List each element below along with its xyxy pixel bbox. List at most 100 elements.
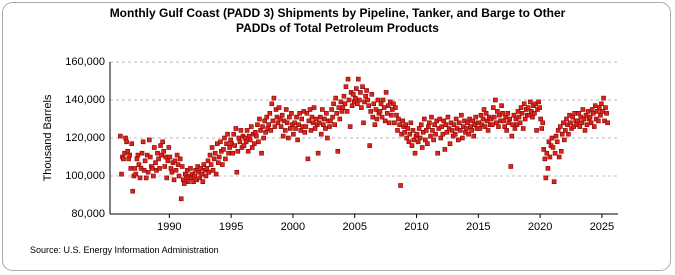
- data-point: [233, 126, 239, 131]
- data-point: [303, 124, 309, 129]
- data-point: [236, 135, 242, 141]
- data-point: [464, 126, 469, 131]
- data-point: [577, 124, 583, 129]
- data-point: [242, 135, 248, 141]
- data-point: [241, 143, 247, 148]
- data-point: [411, 137, 417, 143]
- data-point: [127, 152, 132, 158]
- data-point: [147, 137, 152, 143]
- data-point: [553, 133, 559, 139]
- data-point: [330, 114, 335, 120]
- data-point: [209, 145, 215, 150]
- data-point: [429, 114, 434, 120]
- data-point: [465, 120, 470, 126]
- data-point: [222, 135, 227, 141]
- data-point: [322, 116, 327, 122]
- data-point: [247, 137, 253, 143]
- data-point: [456, 120, 462, 126]
- data-point: [466, 131, 471, 137]
- data-point: [365, 97, 370, 103]
- data-point: [469, 128, 474, 133]
- data-point: [410, 128, 416, 133]
- data-point: [437, 116, 443, 122]
- data-point: [166, 145, 172, 150]
- data-point: [504, 128, 509, 133]
- data-point: [538, 116, 543, 122]
- data-point: [275, 120, 281, 126]
- data-point: [206, 169, 212, 175]
- x-tick-label: 2010: [404, 221, 428, 233]
- data-point: [262, 118, 267, 124]
- frame-border: [2, 2, 671, 271]
- data-point: [539, 126, 545, 131]
- data-point: [295, 137, 300, 143]
- data-point: [383, 90, 389, 95]
- data-point: [561, 120, 566, 126]
- data-point: [584, 122, 590, 127]
- data-point: [272, 124, 278, 129]
- data-point: [478, 112, 484, 118]
- data-point: [356, 76, 361, 82]
- data-point: [494, 120, 499, 126]
- data-point: [358, 90, 363, 95]
- data-point: [425, 141, 430, 146]
- data-point: [373, 107, 379, 112]
- data-point: [389, 112, 394, 118]
- data-point: [558, 149, 564, 154]
- data-point: [140, 139, 146, 145]
- data-point: [173, 168, 179, 173]
- data-point: [175, 162, 181, 167]
- data-point: [447, 141, 453, 146]
- data-point: [143, 175, 149, 181]
- data-point: [121, 156, 126, 162]
- data-point: [375, 97, 381, 103]
- data-point: [564, 116, 569, 122]
- x-tick-label: 2000: [281, 221, 305, 233]
- data-point: [218, 139, 223, 145]
- data-point: [477, 126, 483, 131]
- data-point: [336, 105, 342, 110]
- data-point: [360, 84, 365, 89]
- data-point: [321, 122, 326, 127]
- data-point: [361, 120, 366, 126]
- data-point: [153, 160, 158, 165]
- data-point: [178, 196, 184, 202]
- data-point: [459, 112, 464, 118]
- x-tick-label: 2005: [342, 221, 366, 233]
- data-point: [599, 101, 604, 107]
- data-point: [587, 114, 593, 120]
- data-point: [583, 112, 589, 118]
- data-point: [418, 122, 424, 127]
- data-point: [342, 101, 348, 107]
- data-point: [543, 175, 549, 181]
- data-point: [139, 150, 145, 156]
- data-point: [293, 126, 298, 131]
- data-point: [201, 162, 207, 167]
- data-point: [562, 137, 567, 143]
- data-point: [126, 156, 131, 162]
- data-point: [324, 111, 329, 116]
- data-point: [234, 169, 240, 175]
- data-point: [499, 103, 504, 108]
- data-point: [427, 120, 432, 126]
- x-tick-label: 2025: [590, 221, 614, 233]
- data-point: [509, 133, 515, 139]
- data-point: [158, 143, 163, 148]
- data-point: [394, 112, 399, 118]
- data-point: [495, 109, 500, 114]
- data-point: [572, 111, 577, 116]
- data-point: [168, 166, 174, 171]
- data-point: [422, 116, 427, 122]
- data-point: [517, 120, 523, 126]
- data-point: [177, 156, 183, 162]
- data-point: [563, 128, 568, 133]
- data-point: [128, 166, 134, 171]
- data-point: [263, 130, 268, 135]
- data-point: [252, 141, 257, 146]
- data-point: [294, 114, 299, 120]
- data-point: [506, 120, 512, 126]
- data-point: [255, 122, 260, 127]
- data-point: [182, 171, 188, 177]
- data-point: [237, 139, 243, 145]
